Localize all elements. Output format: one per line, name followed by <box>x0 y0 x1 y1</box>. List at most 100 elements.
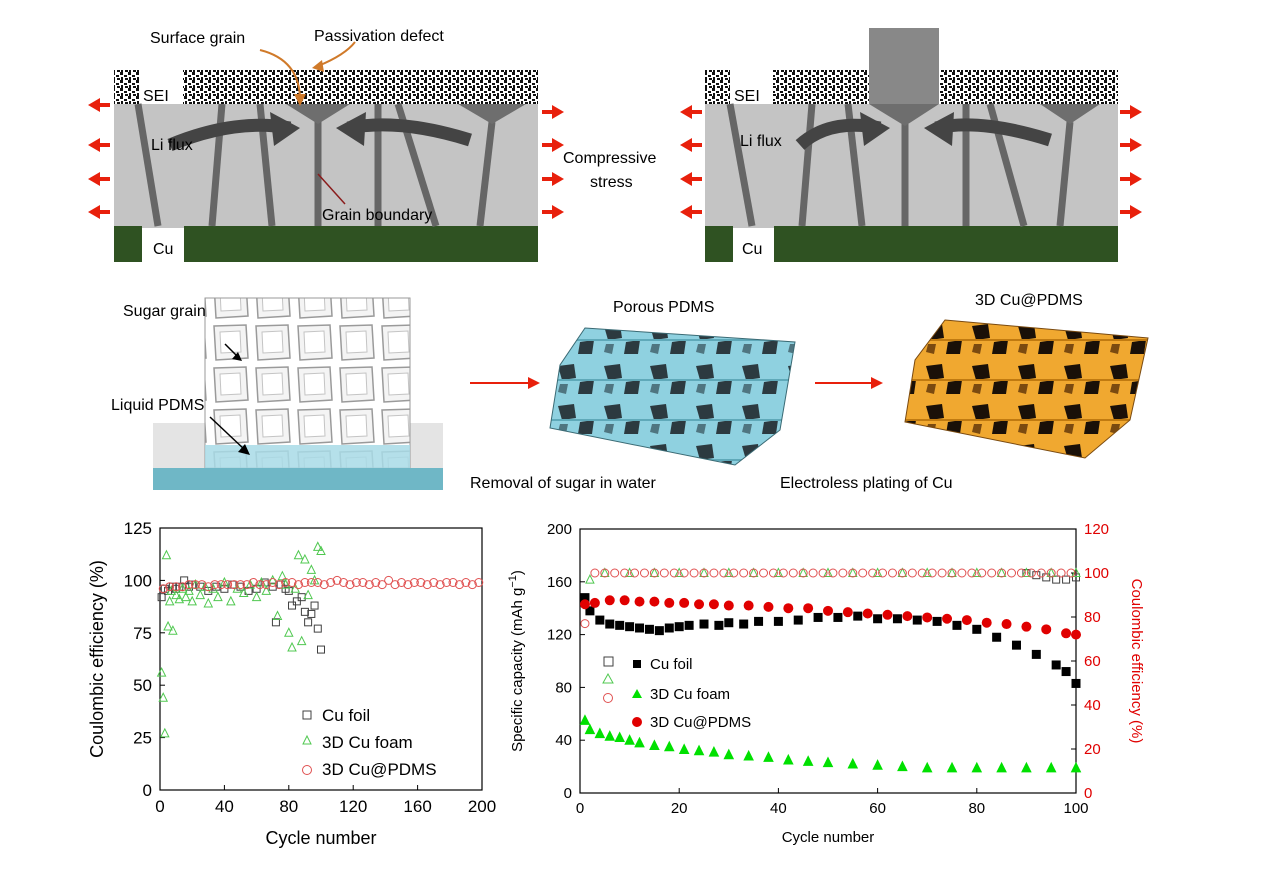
data-point <box>203 582 213 592</box>
y-tick-label: 40 <box>555 732 572 749</box>
series-5 <box>580 568 1076 629</box>
data-point <box>615 620 625 630</box>
data-point <box>922 612 933 623</box>
data-point <box>644 624 654 634</box>
cu-substrate <box>705 226 733 262</box>
data-point <box>300 577 310 587</box>
data-point <box>313 624 322 633</box>
data-point <box>287 641 297 652</box>
sei-layer <box>114 70 139 105</box>
data-point <box>818 568 828 578</box>
data-point <box>248 577 258 587</box>
data-point <box>416 577 426 587</box>
series-2 <box>579 595 1081 640</box>
data-point <box>699 619 709 629</box>
data-point <box>1001 619 1012 630</box>
data-point <box>310 601 319 610</box>
data-point <box>403 580 413 590</box>
data-point <box>1071 629 1081 640</box>
porous-pdms <box>549 327 796 466</box>
data-point <box>917 568 927 578</box>
series-0 <box>580 593 1081 688</box>
data-point <box>803 603 814 614</box>
label-cu-pdms: 3D Cu@PDMS <box>975 292 1083 309</box>
data-point <box>161 549 172 560</box>
data-point <box>164 595 175 606</box>
x-tick-label: 0 <box>155 797 164 816</box>
data-point <box>296 635 307 646</box>
data-point <box>679 597 690 608</box>
data-point <box>981 617 992 628</box>
data-point <box>723 567 734 577</box>
data-point <box>972 624 982 634</box>
data-point <box>1007 568 1017 578</box>
data-point <box>977 568 987 578</box>
data-point <box>585 573 595 584</box>
data-point <box>223 580 233 590</box>
data-point <box>195 589 206 600</box>
data-point <box>422 580 432 590</box>
x-tick-label: 200 <box>468 797 496 816</box>
chart-specific-capacity: 0 20 40 60 80 1000408012016020002040608010012… <box>507 521 1145 846</box>
x-axis-label: Cycle number <box>782 829 875 846</box>
data-point <box>853 611 863 621</box>
data-point <box>585 606 595 616</box>
data-point <box>625 622 635 632</box>
data-point <box>319 580 329 590</box>
data-point <box>649 739 660 750</box>
data-point <box>997 568 1007 578</box>
data-point <box>268 582 277 591</box>
data-point <box>848 568 858 578</box>
x-tick-label: 20 <box>671 800 688 817</box>
data-point <box>873 614 883 624</box>
data-point <box>160 727 170 738</box>
data-point <box>952 620 962 630</box>
data-point <box>604 595 615 606</box>
legend-marker-cu-pdms <box>302 765 312 775</box>
data-point <box>171 589 181 600</box>
data-point <box>1021 761 1032 773</box>
data-point <box>987 568 997 578</box>
data-point <box>679 568 689 578</box>
data-point <box>619 595 630 606</box>
data-point <box>474 577 484 587</box>
grain-boundaries <box>726 103 1074 227</box>
legend-open-marker-cu-foam <box>602 672 614 684</box>
label-sugar-grain: Sugar grain <box>123 303 206 320</box>
chart-coulombic-efficiency: 0 40 80 120 160 200 0 25 50 75 100 125 Cycle number… <box>87 519 496 848</box>
data-point <box>723 600 734 611</box>
data-point <box>435 580 445 590</box>
data-point <box>1026 568 1036 578</box>
data-point <box>309 574 320 585</box>
y-axis-label: Specific capacity (mAh g−1) <box>507 570 526 752</box>
data-point <box>996 761 1007 773</box>
data-point <box>184 580 194 590</box>
data-point <box>768 568 778 578</box>
data-point <box>594 727 606 739</box>
y2-tick-label: 60 <box>1084 653 1101 670</box>
li-flux-arrow-head <box>924 112 954 146</box>
data-point <box>942 613 953 624</box>
legend: Cu foil 3D Cu foam 3D Cu@PDMS <box>602 656 751 731</box>
series-4 <box>585 567 1081 584</box>
data-point <box>649 596 660 607</box>
data-point <box>689 568 699 578</box>
y-tick-label: 25 <box>133 729 152 748</box>
data-point <box>907 568 917 578</box>
data-point <box>174 593 185 604</box>
schematic-right: SEI Li flux Cu <box>680 28 1142 262</box>
data-point <box>272 610 283 621</box>
data-point <box>937 568 947 578</box>
data-point <box>635 623 645 633</box>
data-point <box>300 607 309 616</box>
arrow-removal <box>470 377 540 389</box>
data-point <box>332 575 342 585</box>
data-point <box>694 599 705 610</box>
data-point <box>371 577 381 587</box>
label-sei: SEI <box>143 88 169 105</box>
data-point <box>158 692 169 702</box>
data-point <box>1041 624 1052 635</box>
data-point <box>823 605 833 616</box>
data-point <box>604 730 616 741</box>
fabrication-panel: Sugar grain Liquid PDMS Porous PDMS Remo… <box>111 292 1149 492</box>
